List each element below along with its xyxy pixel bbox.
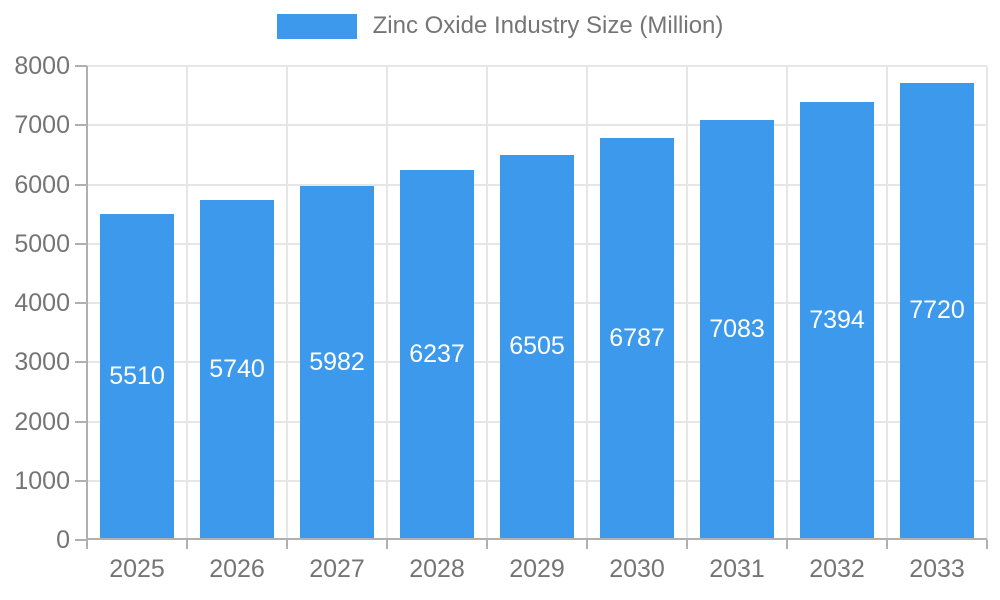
bar[interactable]	[600, 137, 674, 540]
x-axis-tick-label: 2032	[809, 555, 865, 583]
x-axis-tick-label: 2028	[409, 555, 465, 583]
gridline-vertical	[986, 66, 988, 540]
y-axis-tick	[75, 302, 87, 304]
x-axis-line	[87, 538, 987, 540]
gridline-horizontal	[87, 124, 987, 127]
y-axis-tick-label: 7000	[14, 111, 70, 140]
legend-swatch-icon	[276, 13, 357, 39]
gridline-vertical	[186, 66, 188, 540]
x-axis-tick	[786, 540, 788, 549]
x-axis-tick-label: 2033	[909, 555, 965, 583]
y-axis-tick-label: 5000	[14, 229, 70, 258]
y-axis-tick	[75, 65, 87, 67]
legend-item[interactable]: Zinc Oxide Industry Size (Million)	[276, 12, 724, 40]
x-axis-tick-label: 2025	[109, 555, 165, 583]
x-axis-tick-label: 2027	[309, 555, 365, 583]
gridline-vertical	[586, 66, 588, 540]
y-axis-tick-label: 8000	[14, 52, 70, 80]
x-axis-tick-label: 2026	[209, 555, 265, 583]
gridline-vertical	[286, 66, 288, 540]
y-axis-tick	[75, 420, 87, 423]
legend-label: Zinc Oxide Industry Size (Million)	[372, 12, 724, 39]
y-axis-tick-label: 2000	[14, 407, 70, 436]
gridline-vertical	[886, 66, 888, 540]
x-axis-tick	[486, 540, 488, 549]
x-axis-tick	[886, 540, 888, 549]
gridline-vertical	[686, 66, 688, 540]
plot-area: 5510 5740 5982 6237 6505 6787 7083 7394 7720	[86, 65, 988, 549]
x-axis-tick	[286, 540, 288, 549]
y-axis-tick-label: 3000	[14, 348, 70, 377]
y-axis-tick	[75, 479, 87, 482]
x-axis-tick	[186, 540, 188, 549]
gridline-vertical	[786, 66, 788, 540]
bar[interactable]	[800, 101, 874, 540]
bar[interactable]	[900, 82, 974, 540]
bar[interactable]	[200, 199, 274, 540]
y-axis-tick	[75, 124, 87, 127]
y-axis-tick-label: 6000	[14, 170, 70, 199]
y-axis-tick	[75, 361, 87, 364]
x-axis-tick-label: 2030	[609, 555, 665, 583]
y-axis-tick	[75, 539, 87, 541]
y-axis-tick	[75, 183, 87, 186]
bar[interactable]	[300, 185, 374, 540]
bar[interactable]	[700, 120, 774, 540]
y-axis-tick	[75, 242, 87, 245]
y-axis-line	[86, 66, 88, 549]
y-axis-tick-label: 0	[56, 526, 70, 554]
gridline-vertical	[486, 66, 488, 540]
bar[interactable]	[100, 213, 174, 540]
y-axis-tick-label: 1000	[14, 466, 70, 495]
gridline-vertical	[386, 66, 388, 540]
x-axis-tick	[986, 540, 988, 549]
x-axis-tick	[386, 540, 388, 549]
x-axis-tick-label: 2029	[509, 555, 565, 583]
bar[interactable]	[400, 170, 474, 540]
x-axis-tick	[686, 540, 688, 549]
y-axis-tick-label: 4000	[14, 289, 70, 317]
chart-legend: Zinc Oxide Industry Size (Million)	[0, 12, 1000, 40]
bar[interactable]	[500, 154, 574, 540]
x-axis-tick-label: 2031	[709, 555, 765, 583]
gridline-horizontal	[87, 65, 987, 67]
x-axis-tick	[586, 540, 588, 549]
